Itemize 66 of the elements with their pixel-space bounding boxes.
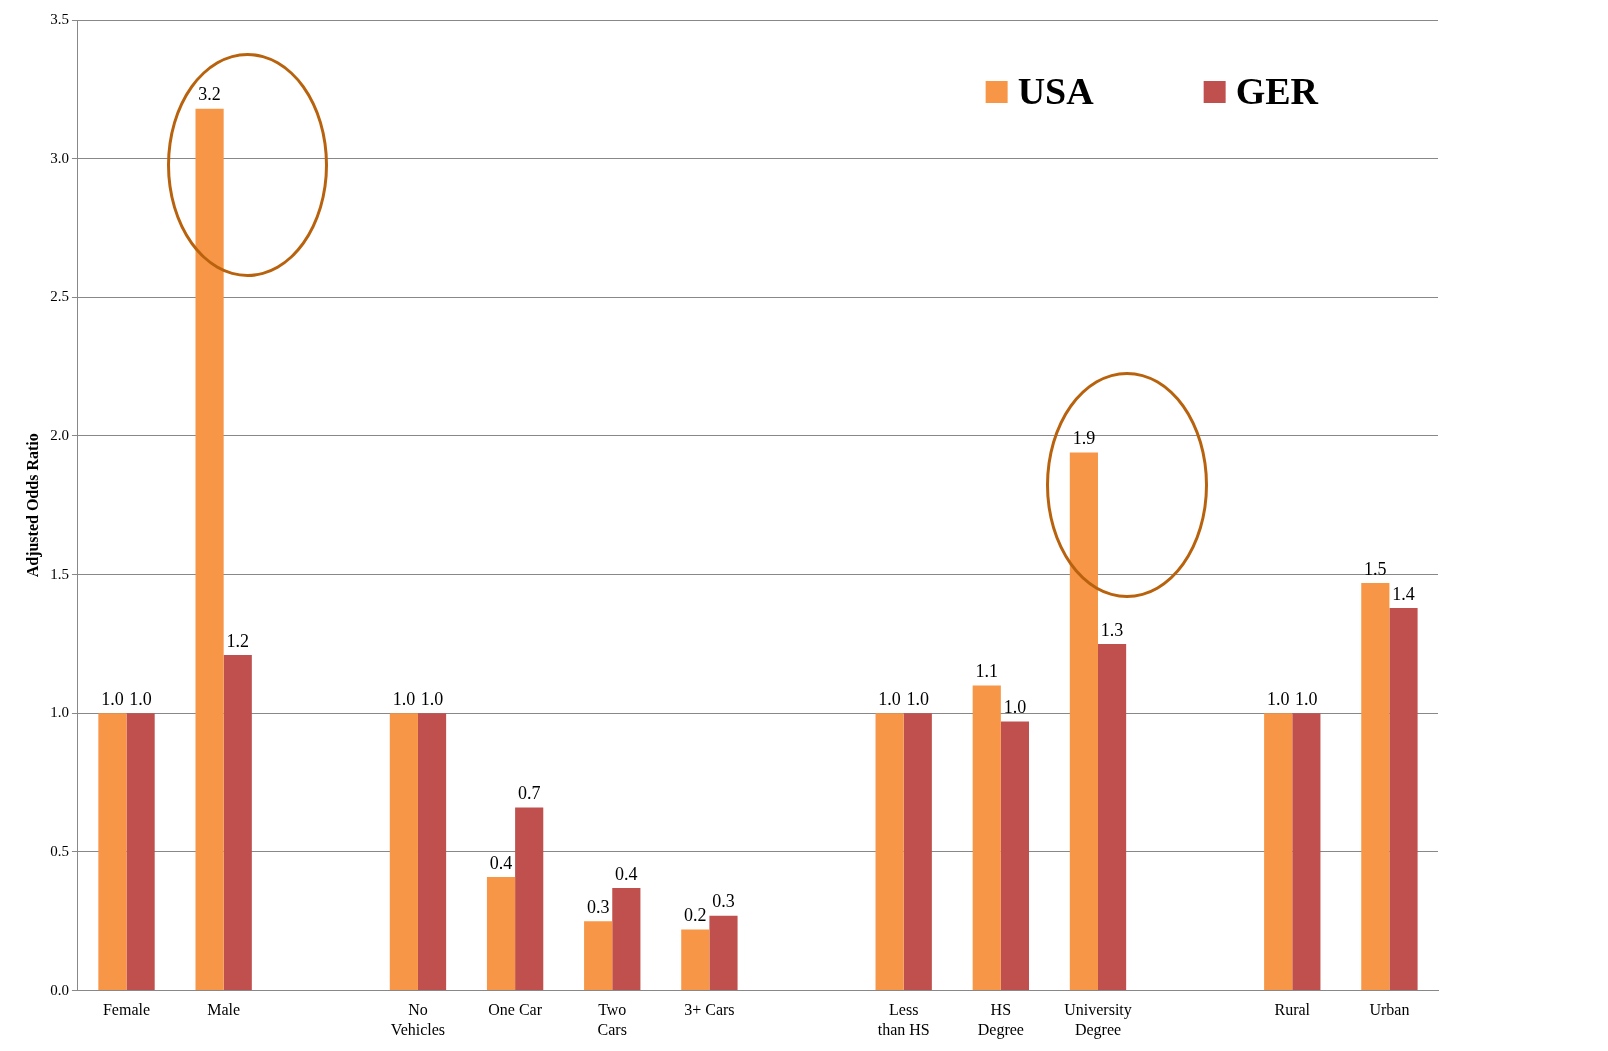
bar bbox=[515, 807, 544, 991]
data-label: 1.1 bbox=[975, 661, 998, 682]
x-tick-label: Male bbox=[207, 1001, 241, 1019]
data-label: 1.0 bbox=[1295, 689, 1318, 710]
x-tick-label: One Car bbox=[488, 1001, 543, 1019]
legend-label: USA bbox=[1017, 69, 1095, 112]
y-tick-label: 0.0 bbox=[50, 981, 69, 998]
y-tick-label: 0.5 bbox=[50, 842, 69, 859]
y-tick-label: 3.0 bbox=[50, 149, 69, 166]
data-label: 1.0 bbox=[1266, 689, 1290, 710]
bar bbox=[126, 713, 155, 991]
data-label: 1.4 bbox=[1392, 583, 1415, 604]
y-tick-label: 1.0 bbox=[50, 704, 69, 721]
x-tick-label: HS Degree bbox=[977, 1001, 1024, 1039]
bar bbox=[709, 915, 738, 991]
bar bbox=[1069, 452, 1098, 991]
x-tick-label: Two Cars bbox=[597, 1001, 627, 1038]
y-tick-label: 3.5 bbox=[50, 10, 69, 27]
bar bbox=[195, 108, 224, 991]
y-tick-label: 1.5 bbox=[50, 565, 69, 582]
bar bbox=[1000, 721, 1030, 991]
data-label: 0.2 bbox=[684, 905, 707, 926]
data-label: 1.0 bbox=[878, 689, 901, 710]
bar bbox=[903, 713, 932, 991]
bar bbox=[612, 887, 641, 991]
x-tick-label: Rural bbox=[1274, 1001, 1311, 1019]
data-label: 0.7 bbox=[517, 783, 541, 804]
bar bbox=[486, 876, 516, 991]
data-label: 1.0 bbox=[392, 689, 416, 710]
bar bbox=[972, 685, 1001, 991]
bar bbox=[1389, 607, 1418, 991]
data-label: 1.0 bbox=[420, 689, 444, 710]
x-tick-label: Female bbox=[102, 1001, 151, 1019]
data-label: 3.2 bbox=[198, 84, 221, 105]
bar bbox=[584, 921, 613, 991]
bar bbox=[1097, 643, 1127, 991]
data-label: 0.4 bbox=[489, 852, 513, 873]
y-tick-label: 2.0 bbox=[50, 426, 69, 443]
bar bbox=[98, 713, 127, 991]
bar bbox=[417, 713, 447, 991]
x-tick-label: Urban bbox=[1369, 1001, 1410, 1019]
data-label: 1.0 bbox=[906, 689, 930, 710]
y-tick-label: 2.5 bbox=[50, 288, 69, 305]
x-tick-label: 3+ Cars bbox=[684, 1001, 735, 1019]
legend-label: GER bbox=[1235, 69, 1319, 112]
bar bbox=[875, 713, 904, 991]
x-tick-label: Less than HS bbox=[877, 1001, 930, 1038]
data-label: 0.3 bbox=[712, 891, 735, 912]
data-label: 1.0 bbox=[1003, 697, 1027, 718]
bar bbox=[1264, 713, 1293, 991]
y-axis-title: Adjusted Odds Ratio bbox=[23, 433, 42, 578]
x-tick-label: University Degree bbox=[1064, 1001, 1132, 1039]
bar bbox=[389, 713, 418, 991]
data-label: 0.4 bbox=[615, 863, 638, 884]
bar bbox=[1292, 713, 1321, 991]
data-label: 1.9 bbox=[1072, 428, 1096, 449]
data-label: 1.0 bbox=[129, 689, 152, 710]
bar bbox=[223, 655, 252, 991]
data-label: 1.0 bbox=[101, 689, 124, 710]
bar bbox=[1361, 582, 1390, 991]
data-label: 1.3 bbox=[1100, 619, 1124, 640]
x-tick-label: No Vehicles bbox=[390, 1001, 446, 1038]
data-label: 0.3 bbox=[586, 897, 610, 918]
data-label: 1.2 bbox=[226, 630, 250, 651]
data-label: 1.5 bbox=[1364, 558, 1387, 579]
bar bbox=[681, 929, 710, 991]
